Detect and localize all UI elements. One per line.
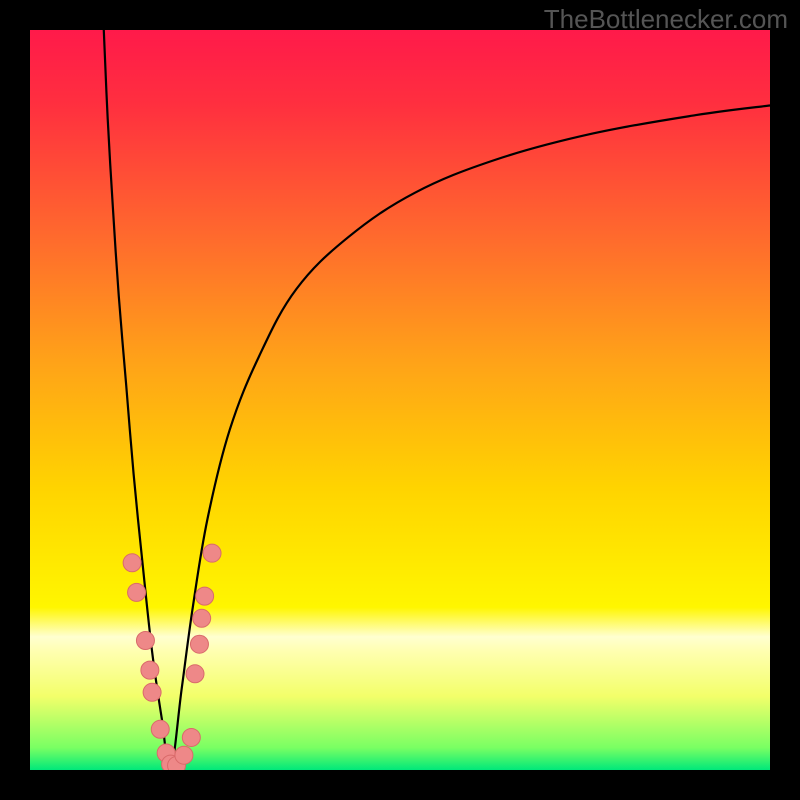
data-marker [193,609,211,627]
plot-area [30,30,770,770]
data-marker [175,746,193,764]
data-marker [203,544,221,562]
data-marker [123,554,141,572]
data-marker [186,665,204,683]
data-marker [141,661,159,679]
data-marker [136,632,154,650]
gradient-background [30,30,770,770]
data-marker [182,728,200,746]
data-marker [196,587,214,605]
data-marker [143,683,161,701]
data-marker [190,635,208,653]
data-marker [151,720,169,738]
chart-svg [30,30,770,770]
data-marker [128,583,146,601]
chart-frame: TheBottlenecker.com [0,0,800,800]
